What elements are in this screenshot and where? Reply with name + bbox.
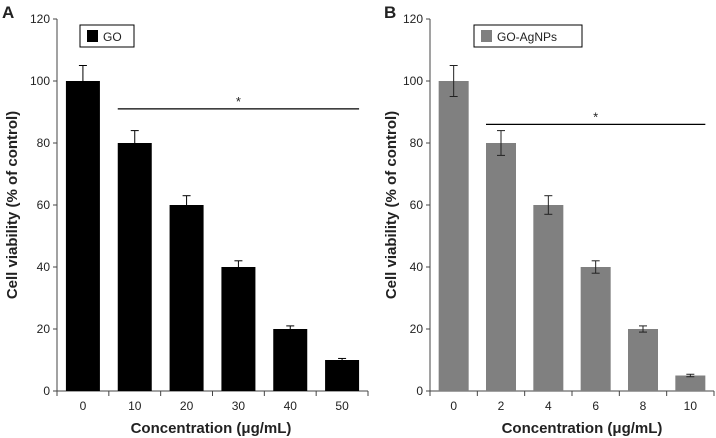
panel-a-y-tick-label: 0 [43,384,50,398]
panel-b-bar [580,267,611,391]
panel-a-x-tick-label: 40 [284,399,298,413]
panel-b-legend-frame [473,24,583,48]
panel-b-y-tick-label: 80 [410,136,424,150]
panel-a-y-tick-label: 100 [30,74,50,88]
panel-b-legend-swatch [481,30,492,42]
panel-b-y-tick-label: 120 [403,12,423,26]
panel-b-y-tick-label: 0 [416,384,423,398]
panel-a-bar [117,143,152,391]
panel-a-significance-marker: * [236,94,241,109]
panel-b-y-tick-label: 60 [410,198,424,212]
panel-b-label: B [384,3,396,22]
panel-b-bar [675,375,706,391]
panel-a-bar [273,329,308,391]
panel-a-bar [169,205,204,391]
panel-a-y-tick-label: 80 [37,136,51,150]
panel-b-bar [628,329,658,391]
panel-a-legend: GO [79,24,135,48]
panel-b-chart: B Cell viability (% of control) Concentr… [383,3,715,437]
panel-a-y-tick-label: 40 [37,260,51,274]
panel-b-x-tick-label: 10 [684,399,698,413]
panel-a-x-tick-label: 30 [232,399,246,413]
panel-a-bar [325,360,360,391]
panel-a-y-axis-title: Cell viability (% of control) [4,111,21,299]
panel-b-y-tick-label: 40 [410,260,424,274]
panel-b-y-axis-title: Cell viability (% of control) [383,111,400,299]
panel-b-x-axis-title: Concentration (μg/mL) [502,420,663,437]
panel-a-legend-swatch [87,30,98,42]
panel-b-x-tick-label: 2 [498,399,505,413]
panel-a-y-tick-label: 120 [30,12,50,26]
panel-a-x-tick-label: 10 [128,399,142,413]
panel-b-legend: GO-AgNPs [473,24,583,48]
panel-b-bar [438,81,469,391]
panel-a-bar [65,81,100,391]
panel-b-significance-marker: * [593,109,598,124]
panel-b-bar [486,143,516,391]
panel-a-bar [221,267,256,391]
panel-b-x-tick-label: 4 [545,399,552,413]
panel-a-legend-text: GO [103,30,122,44]
panel-b-y-tick-label: 100 [403,74,423,88]
panel-b-legend-text: GO-AgNPs [497,30,557,44]
panel-b-x-tick-label: 6 [592,399,599,413]
panel-b-x-tick-label: 0 [450,399,457,413]
panel-a-y-tick-label: 20 [37,322,51,336]
panel-a-x-tick-label: 50 [335,399,349,413]
panel-a-x-tick-label: 20 [180,399,194,413]
panel-b-x-tick-label: 8 [640,399,647,413]
panel-a-label: A [2,3,14,22]
panel-a-x-axis-title: Concentration (μg/mL) [131,420,292,437]
panel-a-chart: A Cell viability (% of control) Concentr… [2,3,369,437]
panel-a-x-tick-label: 0 [80,399,87,413]
panel-b-bar [533,205,564,391]
panel-b-y-tick-label: 20 [410,322,424,336]
panel-a-y-tick-label: 60 [37,198,51,212]
